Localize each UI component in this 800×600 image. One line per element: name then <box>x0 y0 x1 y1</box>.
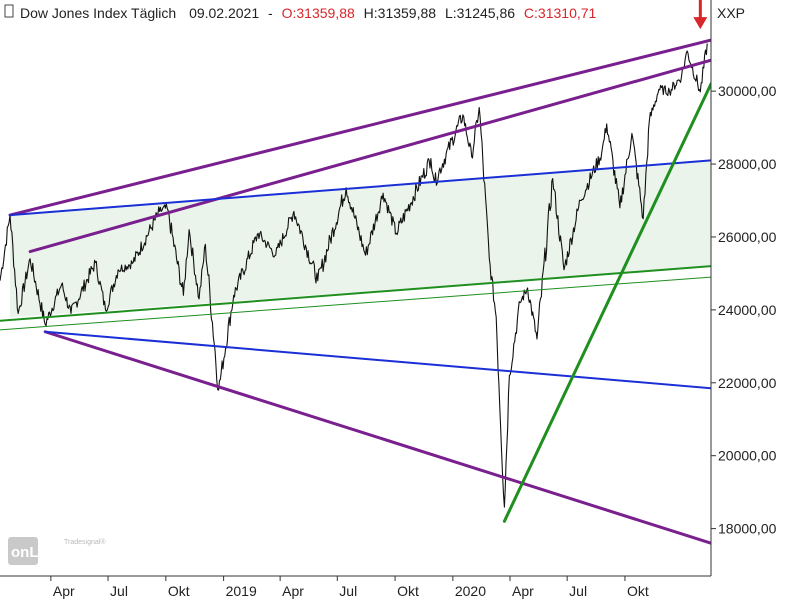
chart-title: Dow Jones Index Täglich <box>20 5 176 21</box>
trendline-blue-4 <box>44 330 711 390</box>
axes: 18000,00 20000,00 22000,00 24000,00 26000,00… <box>0 0 777 599</box>
ohlc-low: L:31245,86 <box>445 5 515 21</box>
price-series-0 <box>0 43 708 508</box>
plot-area <box>0 38 711 545</box>
trendline-purple-0 <box>8 38 711 217</box>
x-tick-label-7: 2020 <box>455 583 486 599</box>
y-tick-label-0: 18000,00 <box>718 521 777 537</box>
x-tick-label-2: Okt <box>168 583 190 599</box>
svg-text:Dow Jones Index Täglich: Dow Jones Index Täglich 09.02.2021 - O:3… <box>20 5 597 21</box>
x-tick-label-4: Apr <box>282 583 304 599</box>
x-tick-label-0: Apr <box>53 583 75 599</box>
y-tick-label-1: 20000,00 <box>718 448 777 464</box>
trendline-green-7 <box>502 82 711 523</box>
trendline-blue-3 <box>9 159 711 217</box>
x-tick-label-9: Jul <box>569 583 587 599</box>
arrow-marker-head-0 <box>693 17 708 30</box>
trendline-purple-1 <box>28 58 711 254</box>
y-tick-label-4: 26000,00 <box>718 229 777 245</box>
symbol-label: XXP <box>717 5 745 21</box>
x-tick-label-1: Jul <box>110 583 128 599</box>
y-tick-label-6: 30000,00 <box>718 83 777 99</box>
chart-date: 09.02.2021 <box>189 5 259 21</box>
trendline-green-5 <box>0 265 711 322</box>
header: Dow Jones Index Täglich 09.02.2021 - O:3… <box>4 4 745 21</box>
symbol-icon[interactable] <box>4 4 14 18</box>
header-separator: - <box>268 5 273 21</box>
trendline-purple-2 <box>43 330 711 545</box>
ohlc-high: H:31359,88 <box>364 5 437 21</box>
y-tick-label-5: 28000,00 <box>718 156 777 172</box>
trendline-green-6 <box>0 276 711 331</box>
x-tick-label-5: Jul <box>339 583 357 599</box>
y-tick-label-2: 22000,00 <box>718 375 777 391</box>
x-tick-label-8: Apr <box>512 583 534 599</box>
tradesignal-logo: onLine Tradesignal® <box>8 537 106 565</box>
x-tick-label-3: 2019 <box>226 583 257 599</box>
ohlc-close: C:31310,71 <box>524 5 597 21</box>
svg-text:onLine: onLine <box>11 544 60 561</box>
ohlc-open: O:31359,88 <box>282 5 355 21</box>
x-tick-label-6: Okt <box>397 583 419 599</box>
y-tick-label-3: 24000,00 <box>718 302 777 318</box>
svg-text:Tradesignal®: Tradesignal® <box>64 538 106 546</box>
x-tick-label-10: Okt <box>627 583 649 599</box>
